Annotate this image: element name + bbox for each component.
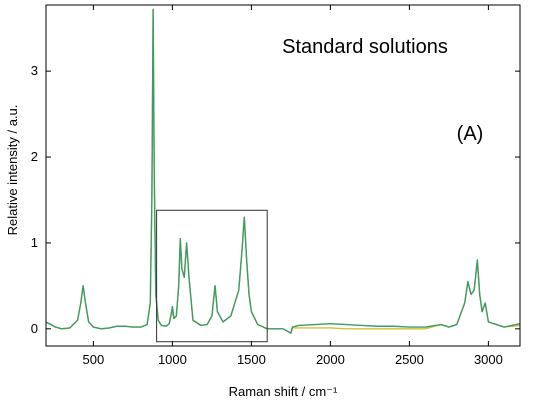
y-tick-label: 0 (31, 321, 38, 336)
x-tick-label: 500 (83, 352, 105, 367)
y-axis-label: Relative intensity / a.u. (5, 105, 20, 236)
x-tick-label: 2000 (316, 352, 345, 367)
x-axis-label: Raman shift / cm⁻¹ (229, 384, 338, 399)
x-tick-label: 3000 (474, 352, 503, 367)
x-tick-label: 1500 (237, 352, 266, 367)
y-tick-label: 3 (31, 63, 38, 78)
x-tick-label: 1000 (158, 352, 187, 367)
annotation: (A) (457, 123, 484, 145)
x-tick-label: 2500 (395, 352, 424, 367)
highlight-box (156, 209, 268, 343)
plot-frame (45, 4, 521, 347)
spectrum-line (45, 8, 521, 334)
y-tick-label: 2 (31, 149, 38, 164)
y-tick-label: 1 (31, 235, 38, 250)
annotation: Standard solutions (282, 36, 448, 58)
